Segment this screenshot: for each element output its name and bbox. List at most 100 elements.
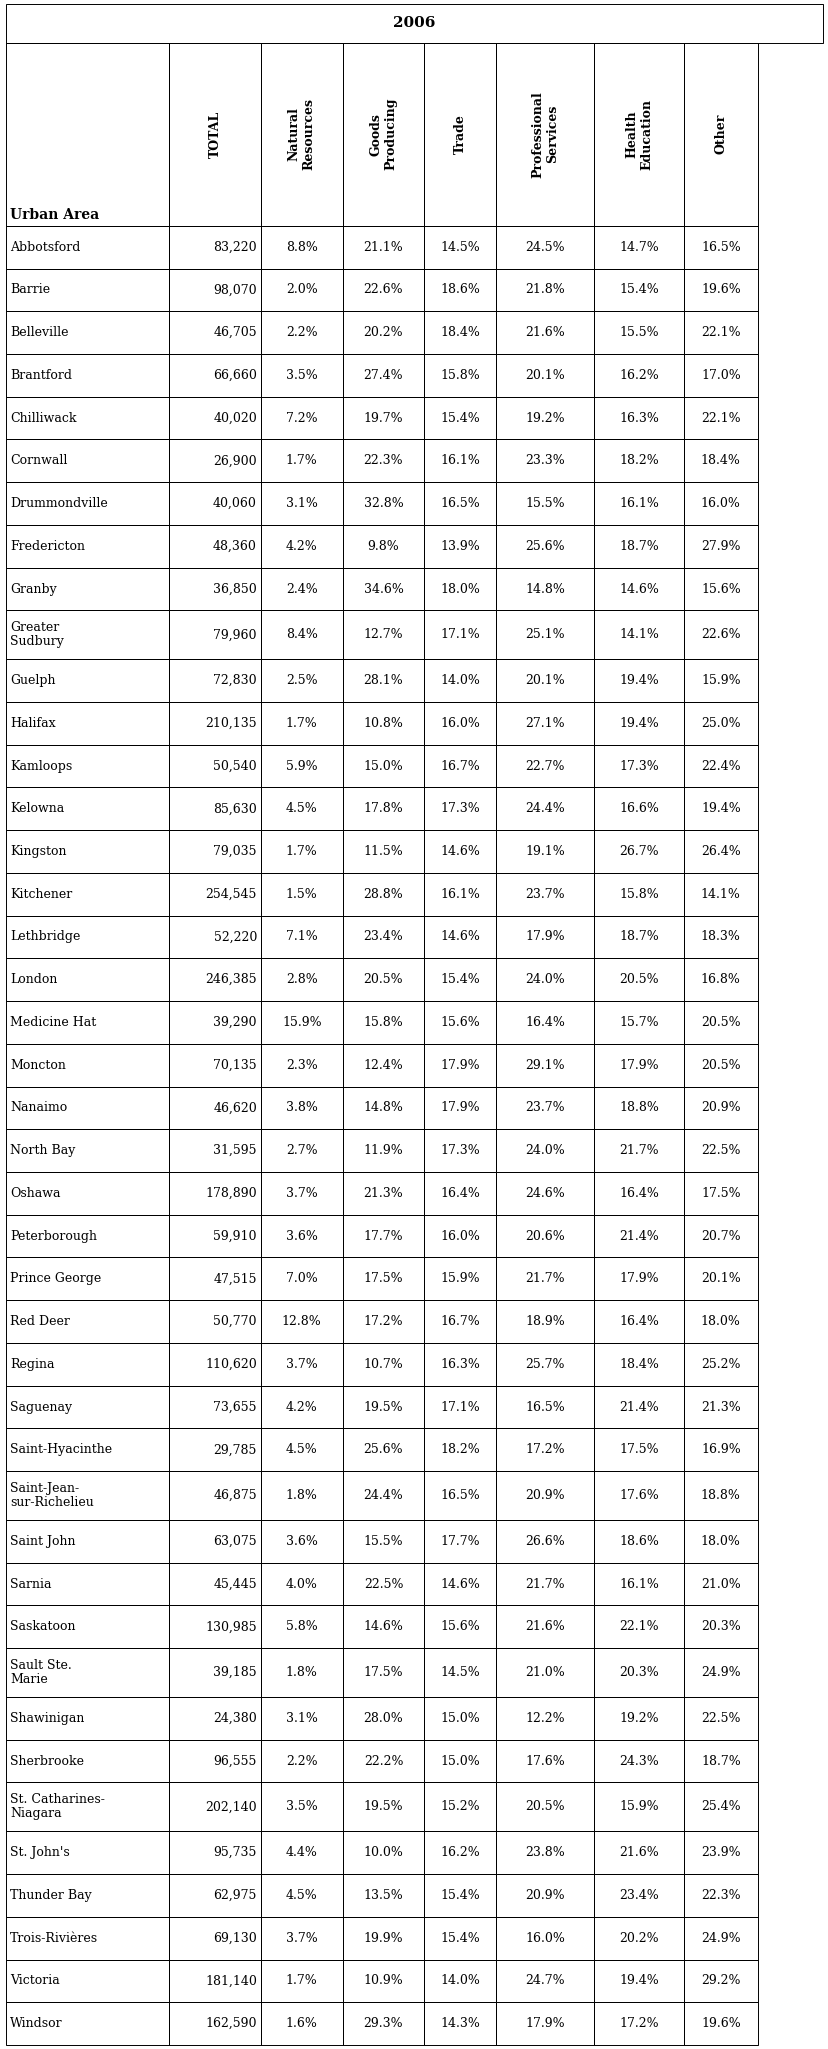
- Text: 12.7%: 12.7%: [363, 629, 402, 641]
- Bar: [424, 1385, 496, 1428]
- Bar: [424, 1959, 496, 2002]
- Text: 15.6%: 15.6%: [440, 1621, 479, 1633]
- Text: 23.3%: 23.3%: [525, 455, 565, 467]
- Text: 130,985: 130,985: [205, 1621, 257, 1633]
- Text: 27.9%: 27.9%: [700, 539, 739, 553]
- Text: 14.6%: 14.6%: [619, 582, 658, 596]
- Bar: [261, 916, 342, 959]
- Text: 20.2%: 20.2%: [619, 1932, 658, 1945]
- Bar: [169, 1172, 261, 1215]
- Bar: [342, 398, 424, 438]
- Bar: [594, 1043, 683, 1086]
- Text: 24.6%: 24.6%: [525, 1186, 565, 1201]
- Bar: [424, 482, 496, 525]
- Text: 110,620: 110,620: [205, 1358, 257, 1371]
- Bar: [169, 354, 261, 398]
- Text: 1.8%: 1.8%: [286, 1490, 317, 1502]
- Bar: [594, 1301, 683, 1342]
- Bar: [261, 43, 342, 225]
- Bar: [342, 1783, 424, 1832]
- Text: 2006: 2006: [392, 16, 436, 31]
- Bar: [169, 1385, 261, 1428]
- Text: 32.8%: 32.8%: [363, 498, 403, 510]
- Text: 21.3%: 21.3%: [363, 1186, 403, 1201]
- Text: 26.7%: 26.7%: [619, 844, 658, 859]
- Bar: [169, 959, 261, 1002]
- Bar: [424, 525, 496, 568]
- Text: 17.6%: 17.6%: [619, 1490, 658, 1502]
- Text: 17.9%: 17.9%: [525, 2016, 565, 2031]
- Bar: [342, 268, 424, 311]
- Text: 20.2%: 20.2%: [363, 326, 402, 340]
- Text: 19.2%: 19.2%: [619, 1711, 658, 1725]
- Bar: [496, 1606, 594, 1647]
- Text: 12.2%: 12.2%: [525, 1711, 565, 1725]
- Text: Victoria: Victoria: [10, 1975, 60, 1988]
- Bar: [683, 482, 757, 525]
- Bar: [261, 1129, 342, 1172]
- Text: 18.0%: 18.0%: [440, 582, 479, 596]
- Bar: [261, 873, 342, 916]
- Bar: [424, 959, 496, 1002]
- Text: 4.5%: 4.5%: [286, 803, 317, 816]
- Text: 1.7%: 1.7%: [286, 455, 317, 467]
- Text: 31,595: 31,595: [213, 1143, 257, 1158]
- Bar: [6, 43, 169, 225]
- Text: 1.7%: 1.7%: [286, 1975, 317, 1988]
- Bar: [496, 225, 594, 268]
- Bar: [342, 1172, 424, 1215]
- Text: 15.8%: 15.8%: [619, 887, 658, 902]
- Bar: [261, 830, 342, 873]
- Bar: [6, 311, 169, 354]
- Text: 17.1%: 17.1%: [440, 1402, 479, 1414]
- Bar: [169, 1301, 261, 1342]
- Bar: [496, 354, 594, 398]
- Bar: [496, 525, 594, 568]
- Text: 3.6%: 3.6%: [286, 1535, 317, 1547]
- Text: 17.5%: 17.5%: [700, 1186, 739, 1201]
- Text: 16.0%: 16.0%: [525, 1932, 565, 1945]
- Text: 73,655: 73,655: [213, 1402, 257, 1414]
- Bar: [6, 1959, 169, 2002]
- Bar: [342, 1916, 424, 1959]
- Bar: [169, 1740, 261, 1783]
- Bar: [342, 1647, 424, 1697]
- Text: 3.1%: 3.1%: [286, 1711, 317, 1725]
- Text: 28.0%: 28.0%: [363, 1711, 403, 1725]
- Text: 23.4%: 23.4%: [363, 930, 403, 943]
- Text: 85,630: 85,630: [213, 803, 257, 816]
- Bar: [342, 1606, 424, 1647]
- Text: 4.2%: 4.2%: [286, 539, 317, 553]
- Text: Kamloops: Kamloops: [10, 760, 72, 772]
- Bar: [594, 268, 683, 311]
- Bar: [169, 1129, 261, 1172]
- Bar: [6, 225, 169, 268]
- Bar: [496, 482, 594, 525]
- Bar: [594, 1783, 683, 1832]
- Bar: [261, 568, 342, 611]
- Bar: [594, 703, 683, 744]
- Text: 16.2%: 16.2%: [619, 369, 658, 381]
- Text: 5.8%: 5.8%: [286, 1621, 317, 1633]
- Text: 1.7%: 1.7%: [286, 844, 317, 859]
- Bar: [169, 1697, 261, 1740]
- Text: 24.0%: 24.0%: [525, 1143, 565, 1158]
- Bar: [496, 1043, 594, 1086]
- Bar: [6, 438, 169, 482]
- Text: 16.4%: 16.4%: [525, 1016, 565, 1029]
- Text: 2.8%: 2.8%: [286, 973, 317, 986]
- Bar: [424, 225, 496, 268]
- Bar: [594, 787, 683, 830]
- Bar: [6, 1740, 169, 1783]
- Text: 19.6%: 19.6%: [700, 2016, 740, 2031]
- Bar: [424, 568, 496, 611]
- Text: Barrie: Barrie: [10, 283, 50, 297]
- Text: 20.5%: 20.5%: [700, 1016, 739, 1029]
- Bar: [424, 916, 496, 959]
- Bar: [342, 1740, 424, 1783]
- Text: 15.9%: 15.9%: [282, 1016, 321, 1029]
- Text: Guelph: Guelph: [10, 674, 55, 686]
- Text: 18.8%: 18.8%: [619, 1102, 658, 1115]
- Text: 16.3%: 16.3%: [619, 412, 658, 424]
- Text: 39,290: 39,290: [213, 1016, 257, 1029]
